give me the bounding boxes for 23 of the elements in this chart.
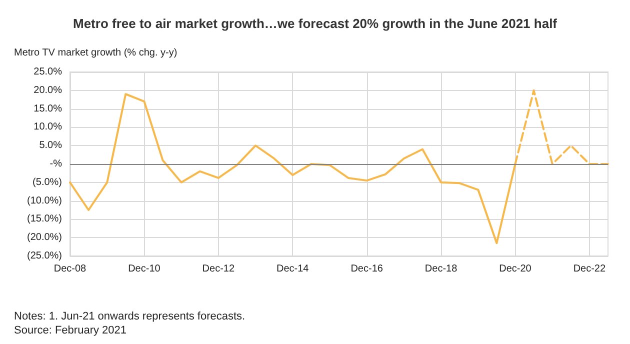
x-tick-label: Dec-14 <box>276 264 310 274</box>
text: Notes: 1. Jun-21 onwards represents forecasts. <box>14 310 246 322</box>
y-tick-label: (10.0%) <box>26 195 62 206</box>
source-note: Source: February 2021 <box>14 324 127 336</box>
x-tick-label: Dec-18 <box>424 264 458 274</box>
y-tick-label: -% <box>50 158 62 170</box>
x-tick-label: Dec-10 <box>128 264 161 274</box>
x-tick-label: Dec-20 <box>499 264 532 274</box>
y-tick-label: 15.0% <box>34 103 62 114</box>
y-tick-label: 5.0% <box>39 140 62 152</box>
y-tick-label: (25.0%) <box>26 250 62 262</box>
y-tick-label: 20.0% <box>34 84 62 96</box>
chart-title: Metro free to air market growth…we forecast 20% growth in the June 2021 half <box>72 16 558 31</box>
y-tick-label: 25.0% <box>34 66 62 78</box>
y-tick-label: (20.0%) <box>26 232 62 244</box>
y-axis-title: Metro TV market growth (% chg. y-y) <box>14 48 178 58</box>
x-tick-label: Dec-12 <box>202 264 235 274</box>
x-tick-label: Dec-16 <box>350 264 384 274</box>
x-tick-label: Dec-22 <box>573 264 606 274</box>
y-tick-label: (15.0%) <box>26 214 62 225</box>
y-tick-label: 10.0% <box>34 122 62 133</box>
y-tick-label: (5.0%) <box>32 176 62 188</box>
x-tick-label: Dec-08 <box>54 264 87 274</box>
